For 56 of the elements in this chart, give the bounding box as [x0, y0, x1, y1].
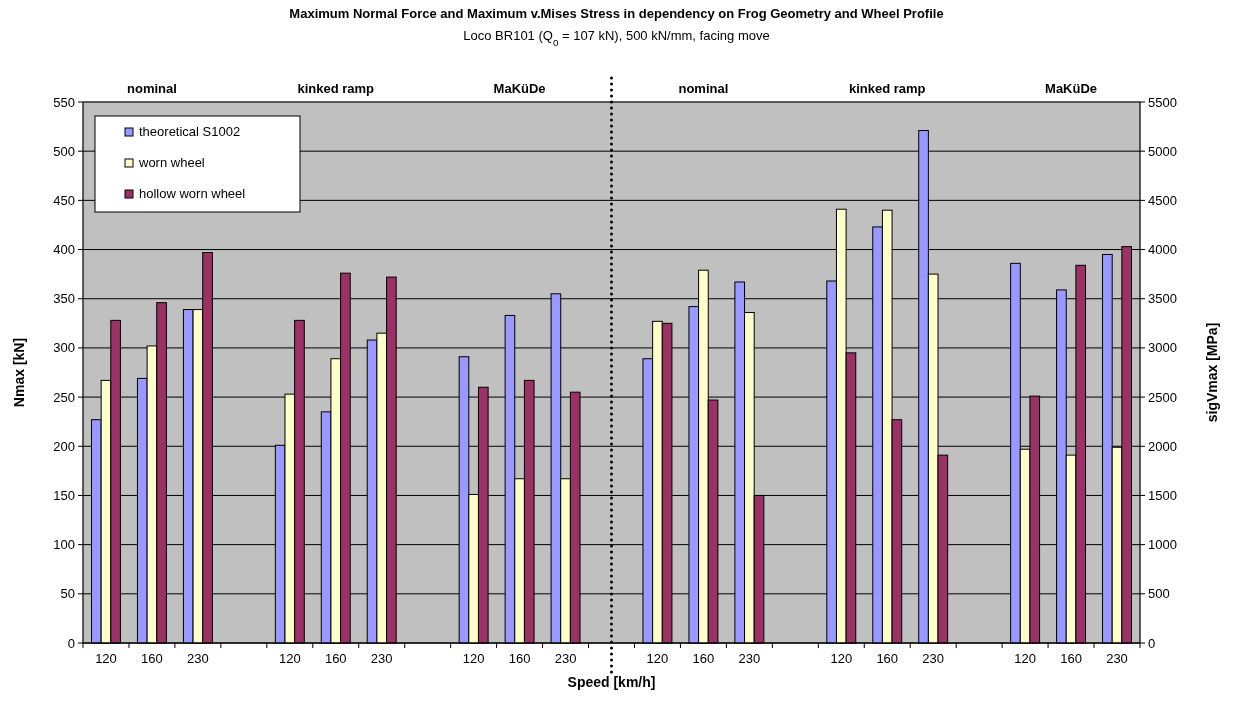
- y2-tick-label: 4000: [1148, 242, 1177, 258]
- text: nominal: [127, 81, 177, 96]
- x-tick-label: 160: [324, 651, 347, 666]
- x-tick-label: 230: [1106, 651, 1128, 666]
- y-tick-label: 350: [53, 291, 75, 307]
- y-tick-label: 400: [53, 242, 75, 258]
- y-tick-label: 100: [53, 537, 75, 553]
- text: MaKüDe: [493, 81, 546, 96]
- x-tick-label: 160: [876, 651, 899, 666]
- legend-label: theoretical S1002: [139, 124, 241, 139]
- y-tick-label: 550: [53, 94, 75, 110]
- y2-tick-label: 1500: [1148, 487, 1177, 503]
- x-axis-title: Speed [km/h]: [567, 674, 656, 690]
- chart-title: Maximum Normal Force and Maximum v.Mises Stress in dependency on Frog Geometry and Wheel Profile: [289, 6, 944, 21]
- y2-axis-title: sigVmax [MPa]: [1204, 322, 1220, 423]
- x-tick-label: 230: [554, 651, 577, 666]
- legend-label: hollow worn wheel: [139, 186, 246, 201]
- y2-tick-label: 0: [1148, 635, 1156, 651]
- x-tick-label: 120: [95, 651, 117, 666]
- text: kinked ramp: [297, 81, 375, 96]
- x-tick-label: 120: [830, 651, 853, 666]
- x-tick-label: 160: [141, 651, 163, 666]
- y-tick-label: 500: [53, 143, 75, 159]
- y2-tick-label: 2500: [1148, 389, 1177, 405]
- y-tick-label: 450: [53, 192, 75, 208]
- text: kinked ramp: [848, 81, 926, 96]
- y2-tick-label: 2000: [1148, 438, 1177, 454]
- text: nominal: [678, 81, 729, 96]
- x-tick-label: 230: [187, 651, 209, 666]
- y-tick-label: 150: [53, 487, 75, 503]
- y-axis-title: Nmax [kN]: [11, 337, 27, 408]
- y-tick-label: 300: [53, 340, 75, 356]
- y-tick-label: 0: [67, 635, 75, 651]
- x-tick-label: 160: [692, 651, 715, 666]
- x-tick-label: 120: [462, 651, 485, 666]
- x-tick-label: 120: [1014, 651, 1036, 666]
- y-tick-label: 50: [60, 586, 75, 602]
- y-tick-label: 250: [53, 389, 75, 405]
- chart-subtitle: Loco BR101 (Q$_{0}$ = 107 kN), 500 kN/mm, facing move: [463, 28, 770, 48]
- y2-tick-label: 1000: [1148, 537, 1177, 553]
- y2-tick-label: 500: [1148, 586, 1170, 602]
- x-tick-label: 160: [1060, 651, 1082, 666]
- x-tick-label: 230: [738, 651, 761, 666]
- y2-tick-label: 3000: [1148, 340, 1177, 356]
- y2-tick-label: 5000: [1148, 143, 1177, 159]
- x-tick-label: 120: [646, 651, 669, 666]
- y-tick-label: 200: [53, 438, 75, 454]
- y2-tick-label: 4500: [1148, 192, 1177, 208]
- x-tick-label: 160: [508, 651, 531, 666]
- legend-label: worn wheel: [138, 155, 205, 170]
- y2-tick-label: 3500: [1148, 291, 1177, 307]
- x-tick-label: 230: [922, 651, 945, 666]
- text: MaKüDe: [1045, 81, 1098, 96]
- x-tick-label: 230: [370, 651, 393, 666]
- y2-tick-label: 5500: [1148, 94, 1177, 110]
- x-tick-label: 120: [278, 651, 301, 666]
